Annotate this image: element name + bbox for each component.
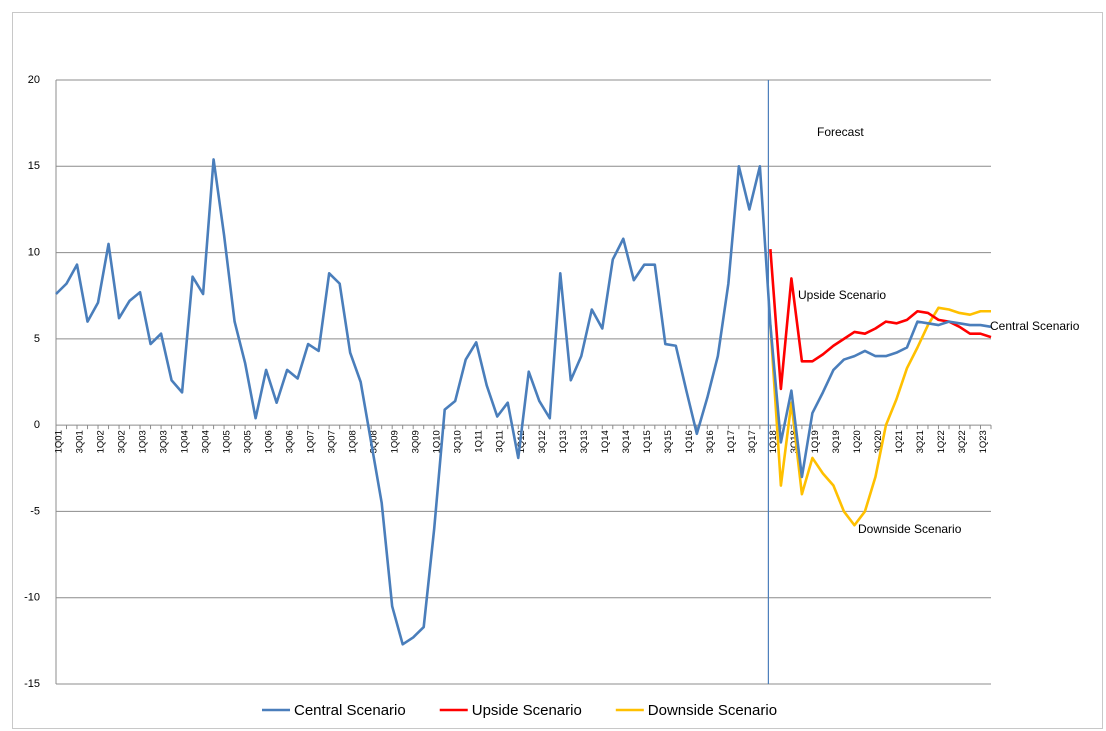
x-tick-label: 1Q19 bbox=[810, 430, 821, 453]
x-tick-label: 1Q05 bbox=[222, 430, 233, 453]
x-tick-label: 3Q12 bbox=[537, 430, 548, 453]
x-tick-label: 1Q13 bbox=[558, 430, 569, 453]
x-tick-label: 3Q08 bbox=[369, 430, 380, 453]
x-tick-label: 3Q01 bbox=[75, 430, 86, 453]
x-tick-label: 3Q19 bbox=[831, 430, 842, 453]
y-tick-label: 20 bbox=[28, 74, 40, 86]
x-tick-label: 3Q17 bbox=[747, 430, 758, 453]
x-tick-label: 3Q11 bbox=[495, 430, 506, 453]
x-tick-label: 3Q10 bbox=[453, 430, 464, 453]
x-tick-label: 3Q14 bbox=[621, 430, 632, 453]
x-tick-label: 1Q23 bbox=[978, 430, 989, 453]
y-tick-label: 15 bbox=[28, 160, 40, 172]
y-tick-label: -5 bbox=[30, 505, 40, 517]
legend-label: Upside Scenario bbox=[472, 702, 582, 719]
x-tick-label: 1Q09 bbox=[390, 430, 401, 453]
x-tick-label: 3Q03 bbox=[159, 430, 170, 453]
y-tick-label: 5 bbox=[34, 333, 40, 345]
x-tick-label: 1Q18 bbox=[768, 430, 779, 453]
x-tick-label: 1Q02 bbox=[96, 430, 107, 453]
x-tick-label: 3Q05 bbox=[243, 430, 254, 453]
x-tick-label: 3Q06 bbox=[285, 430, 296, 453]
x-tick-label: 1Q04 bbox=[180, 430, 191, 453]
x-tick-label: 1Q08 bbox=[348, 430, 359, 453]
x-tick-label: 3Q22 bbox=[957, 430, 968, 453]
x-tick-label: 3Q21 bbox=[915, 430, 926, 453]
y-tick-label: -10 bbox=[24, 592, 40, 604]
legend-label: Central Scenario bbox=[294, 702, 406, 719]
x-tick-label: 1Q07 bbox=[306, 430, 317, 453]
series-line bbox=[769, 306, 991, 527]
x-tick-label: 3Q09 bbox=[411, 430, 422, 453]
x-tick-label: 1Q16 bbox=[684, 430, 695, 453]
x-tick-label: 1Q17 bbox=[726, 430, 737, 453]
y-tick-label: -15 bbox=[24, 678, 40, 690]
annotation: Downside Scenario bbox=[858, 522, 962, 536]
x-tick-label: 1Q11 bbox=[474, 430, 485, 453]
x-tick-label: 3Q04 bbox=[201, 430, 212, 453]
chart-frame bbox=[12, 12, 1103, 729]
x-tick-label: 3Q18 bbox=[789, 430, 800, 453]
x-tick-label: 1Q14 bbox=[600, 430, 611, 453]
x-tick-label: 1Q10 bbox=[432, 430, 443, 453]
x-tick-label: 3Q13 bbox=[579, 430, 590, 453]
x-tick-label: 1Q01 bbox=[54, 430, 65, 453]
annotation: Central Scenario bbox=[990, 319, 1080, 333]
x-tick-label: 1Q20 bbox=[852, 430, 863, 453]
x-tick-label: 3Q20 bbox=[873, 430, 884, 453]
x-tick-label: 1Q03 bbox=[138, 430, 149, 453]
x-tick-label: 3Q07 bbox=[327, 430, 338, 453]
x-tick-label: 3Q15 bbox=[663, 430, 674, 453]
x-tick-label: 1Q22 bbox=[936, 430, 947, 453]
y-tick-label: 0 bbox=[34, 419, 40, 431]
x-tick-label: 3Q16 bbox=[705, 430, 716, 453]
legend-label: Downside Scenario bbox=[648, 702, 777, 719]
y-tick-label: 10 bbox=[28, 246, 40, 258]
x-tick-label: 1Q15 bbox=[642, 430, 653, 453]
x-tick-label: 1Q06 bbox=[264, 430, 275, 453]
series-line bbox=[55, 158, 992, 646]
x-tick-label: 3Q02 bbox=[117, 430, 128, 453]
annotation: Upside Scenario bbox=[798, 288, 886, 302]
annotation: Forecast bbox=[817, 125, 864, 139]
x-tick-label: 1Q21 bbox=[894, 430, 905, 453]
series-line bbox=[769, 249, 992, 391]
